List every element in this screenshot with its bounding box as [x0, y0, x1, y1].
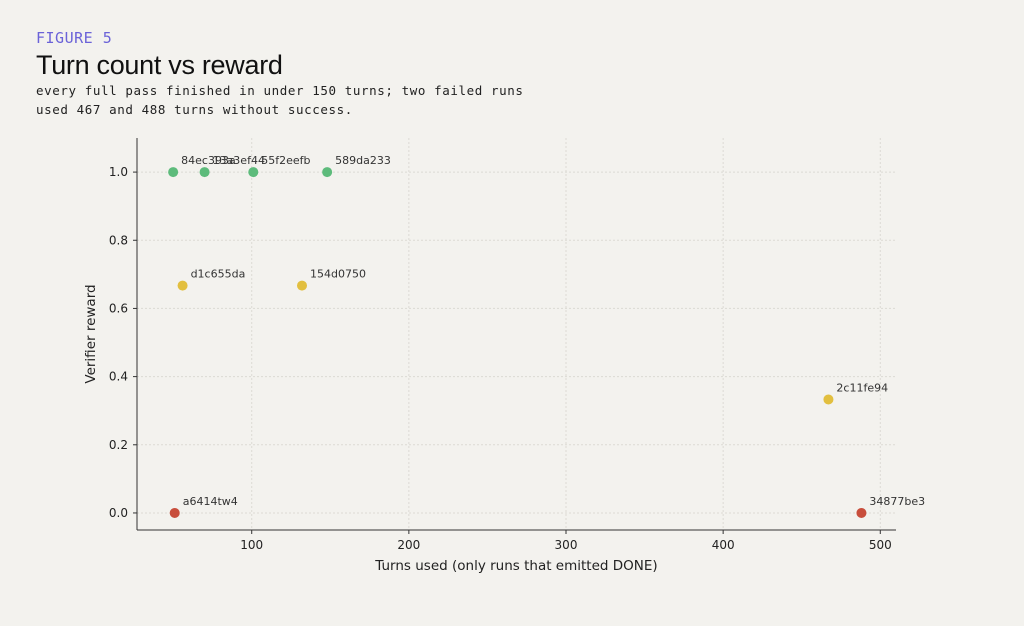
x-tick-label: 100: [240, 538, 263, 552]
chart-axes: [136, 138, 896, 531]
data-point: [248, 167, 259, 178]
x-tick-label: 500: [869, 538, 892, 552]
chart-grid: [137, 138, 896, 530]
data-point: [199, 167, 210, 178]
data-point: [169, 507, 180, 518]
figure-label: FIGURE 5: [36, 29, 113, 47]
point-label: a6414tw4: [183, 495, 238, 508]
point-label: 34877be3: [869, 495, 925, 508]
chart-ticks: 100 200 300 400 500 0.0 0.2 0.4 0.6 0.8 1.0: [109, 165, 892, 552]
y-tick-label: 0.8: [109, 233, 128, 247]
y-tick-label: 0.6: [109, 301, 128, 315]
y-tick-label: 0.0: [109, 506, 128, 520]
y-axis-title: Verifier reward: [83, 284, 99, 383]
data-point: [823, 394, 834, 405]
x-axis-title: Turns used (only runs that emitted DONE): [374, 558, 657, 574]
data-point: [177, 280, 188, 291]
y-tick-label: 0.2: [109, 438, 128, 452]
y-tick-label: 1.0: [109, 165, 128, 179]
data-point: [856, 507, 867, 518]
data-point: [297, 280, 307, 291]
point-label: 55f2eefb: [261, 154, 310, 167]
point-label: 84ec393a: [181, 154, 236, 167]
data-point: [168, 167, 179, 178]
point-label: 13a3ef44: [213, 154, 265, 167]
x-tick-label: 200: [397, 538, 420, 552]
y-tick-label: 0.4: [109, 370, 128, 384]
point-label: 589da233: [335, 154, 391, 167]
x-tick-label: 300: [555, 538, 578, 552]
point-label: 2c11fe94: [836, 381, 888, 394]
point-label: d1c655da: [191, 268, 246, 281]
figure-title: Turn count vs reward: [36, 50, 283, 80]
figure-subtitle: every full pass finished in under 150 tu…: [36, 83, 524, 117]
point-label: 154d0750: [310, 268, 366, 281]
x-tick-label: 400: [712, 538, 735, 552]
data-point: [322, 167, 333, 178]
